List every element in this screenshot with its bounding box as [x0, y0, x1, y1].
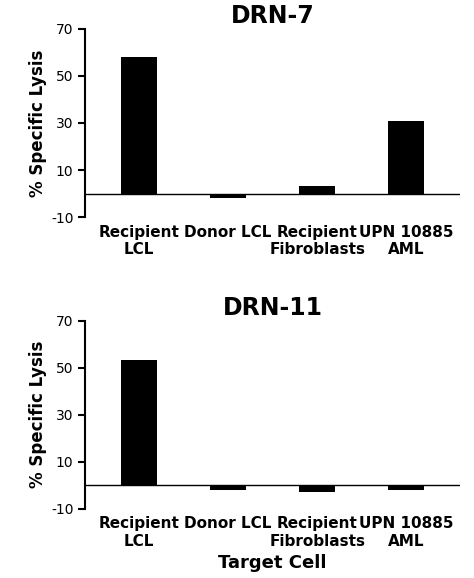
Bar [210, 485, 246, 490]
Y-axis label: % Specific Lysis: % Specific Lysis [29, 49, 47, 197]
Bar [299, 187, 335, 194]
X-axis label: Target Cell: Target Cell [219, 554, 327, 572]
Bar [121, 361, 156, 485]
Title: DRN-11: DRN-11 [223, 296, 322, 320]
Bar [389, 485, 424, 490]
Y-axis label: % Specific Lysis: % Specific Lysis [29, 341, 47, 488]
Bar [299, 485, 335, 492]
Bar [210, 194, 246, 198]
Bar [389, 121, 424, 194]
Title: DRN-7: DRN-7 [231, 5, 314, 28]
Bar [121, 57, 156, 194]
